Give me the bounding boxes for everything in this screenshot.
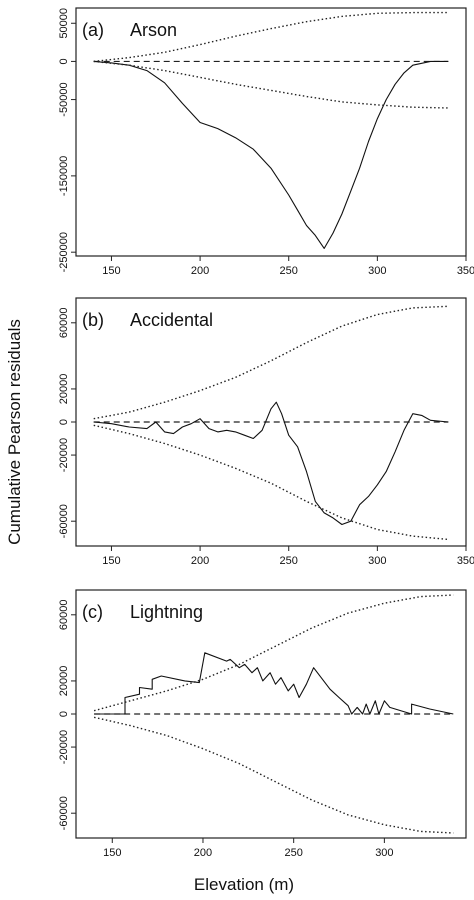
y-tick-label: 60000 [58, 308, 70, 339]
x-tick-label: 250 [280, 555, 298, 567]
x-tick-label: 300 [368, 555, 386, 567]
x-tick-label: 350 [457, 555, 474, 567]
x-tick-label: 200 [191, 265, 209, 277]
x-tick-label: 350 [457, 265, 474, 277]
panel-accidental: 150 200 250 300 350 60000 20000 0 -20000 -60000 (b… [58, 297, 474, 567]
panel-subtitle: Accidental [130, 310, 213, 330]
x-tick-label: 200 [194, 847, 212, 859]
x-axis-title: Elevation (m) [194, 875, 294, 894]
x-tick-label: 300 [368, 265, 386, 277]
panel-subtitle: Lightning [130, 602, 203, 622]
y-tick-label: 20000 [58, 374, 70, 405]
panel-label: (a) [82, 20, 104, 40]
y-tick-label: 0 [58, 711, 70, 717]
panel-subtitle: Arson [130, 20, 177, 40]
upper-envelope-line [93, 305, 449, 420]
x-tick-label: 200 [191, 555, 209, 567]
lower-envelope-line [93, 716, 454, 834]
y-tick-label: -20000 [58, 730, 70, 764]
observed-residual-line [93, 60, 449, 249]
y-tick-label: -50000 [58, 82, 70, 116]
lower-envelope-line [93, 424, 449, 541]
y-tick-label: 0 [58, 419, 70, 425]
panel-label: (b) [82, 310, 104, 330]
panel-arson: 150 200 250 300 350 50000 0 -50000 -150000 -25000… [58, 7, 474, 277]
y-tick-label: -60000 [58, 796, 70, 830]
observed-residual-line [93, 401, 449, 526]
upper-envelope-line [93, 11, 449, 63]
y-tick-label: -20000 [58, 438, 70, 472]
x-tick-label: 150 [102, 265, 120, 277]
observed-residual-line [94, 652, 454, 715]
x-tick-label: 250 [284, 847, 302, 859]
x-tick-label: 250 [280, 265, 298, 277]
upper-envelope-line [93, 594, 454, 712]
y-tick-label: -60000 [58, 504, 70, 538]
y-axis-title: Cumulative Pearson residuals [5, 319, 24, 545]
y-tick-label: -250000 [58, 232, 70, 272]
plot-frame [75, 7, 467, 257]
x-tick-label: 300 [375, 847, 393, 859]
y-tick-label: 60000 [58, 600, 70, 631]
y-tick-label: 0 [58, 58, 70, 64]
x-tick-label: 150 [102, 555, 120, 567]
panel-lightning: 150 200 250 300 60000 20000 0 -20000 -60000 (c) Li… [58, 589, 467, 859]
y-tick-label: 20000 [58, 666, 70, 697]
panel-label: (c) [82, 602, 103, 622]
x-tick-label: 150 [103, 847, 121, 859]
y-tick-label: 50000 [58, 8, 70, 39]
y-tick-label: -150000 [58, 156, 70, 196]
